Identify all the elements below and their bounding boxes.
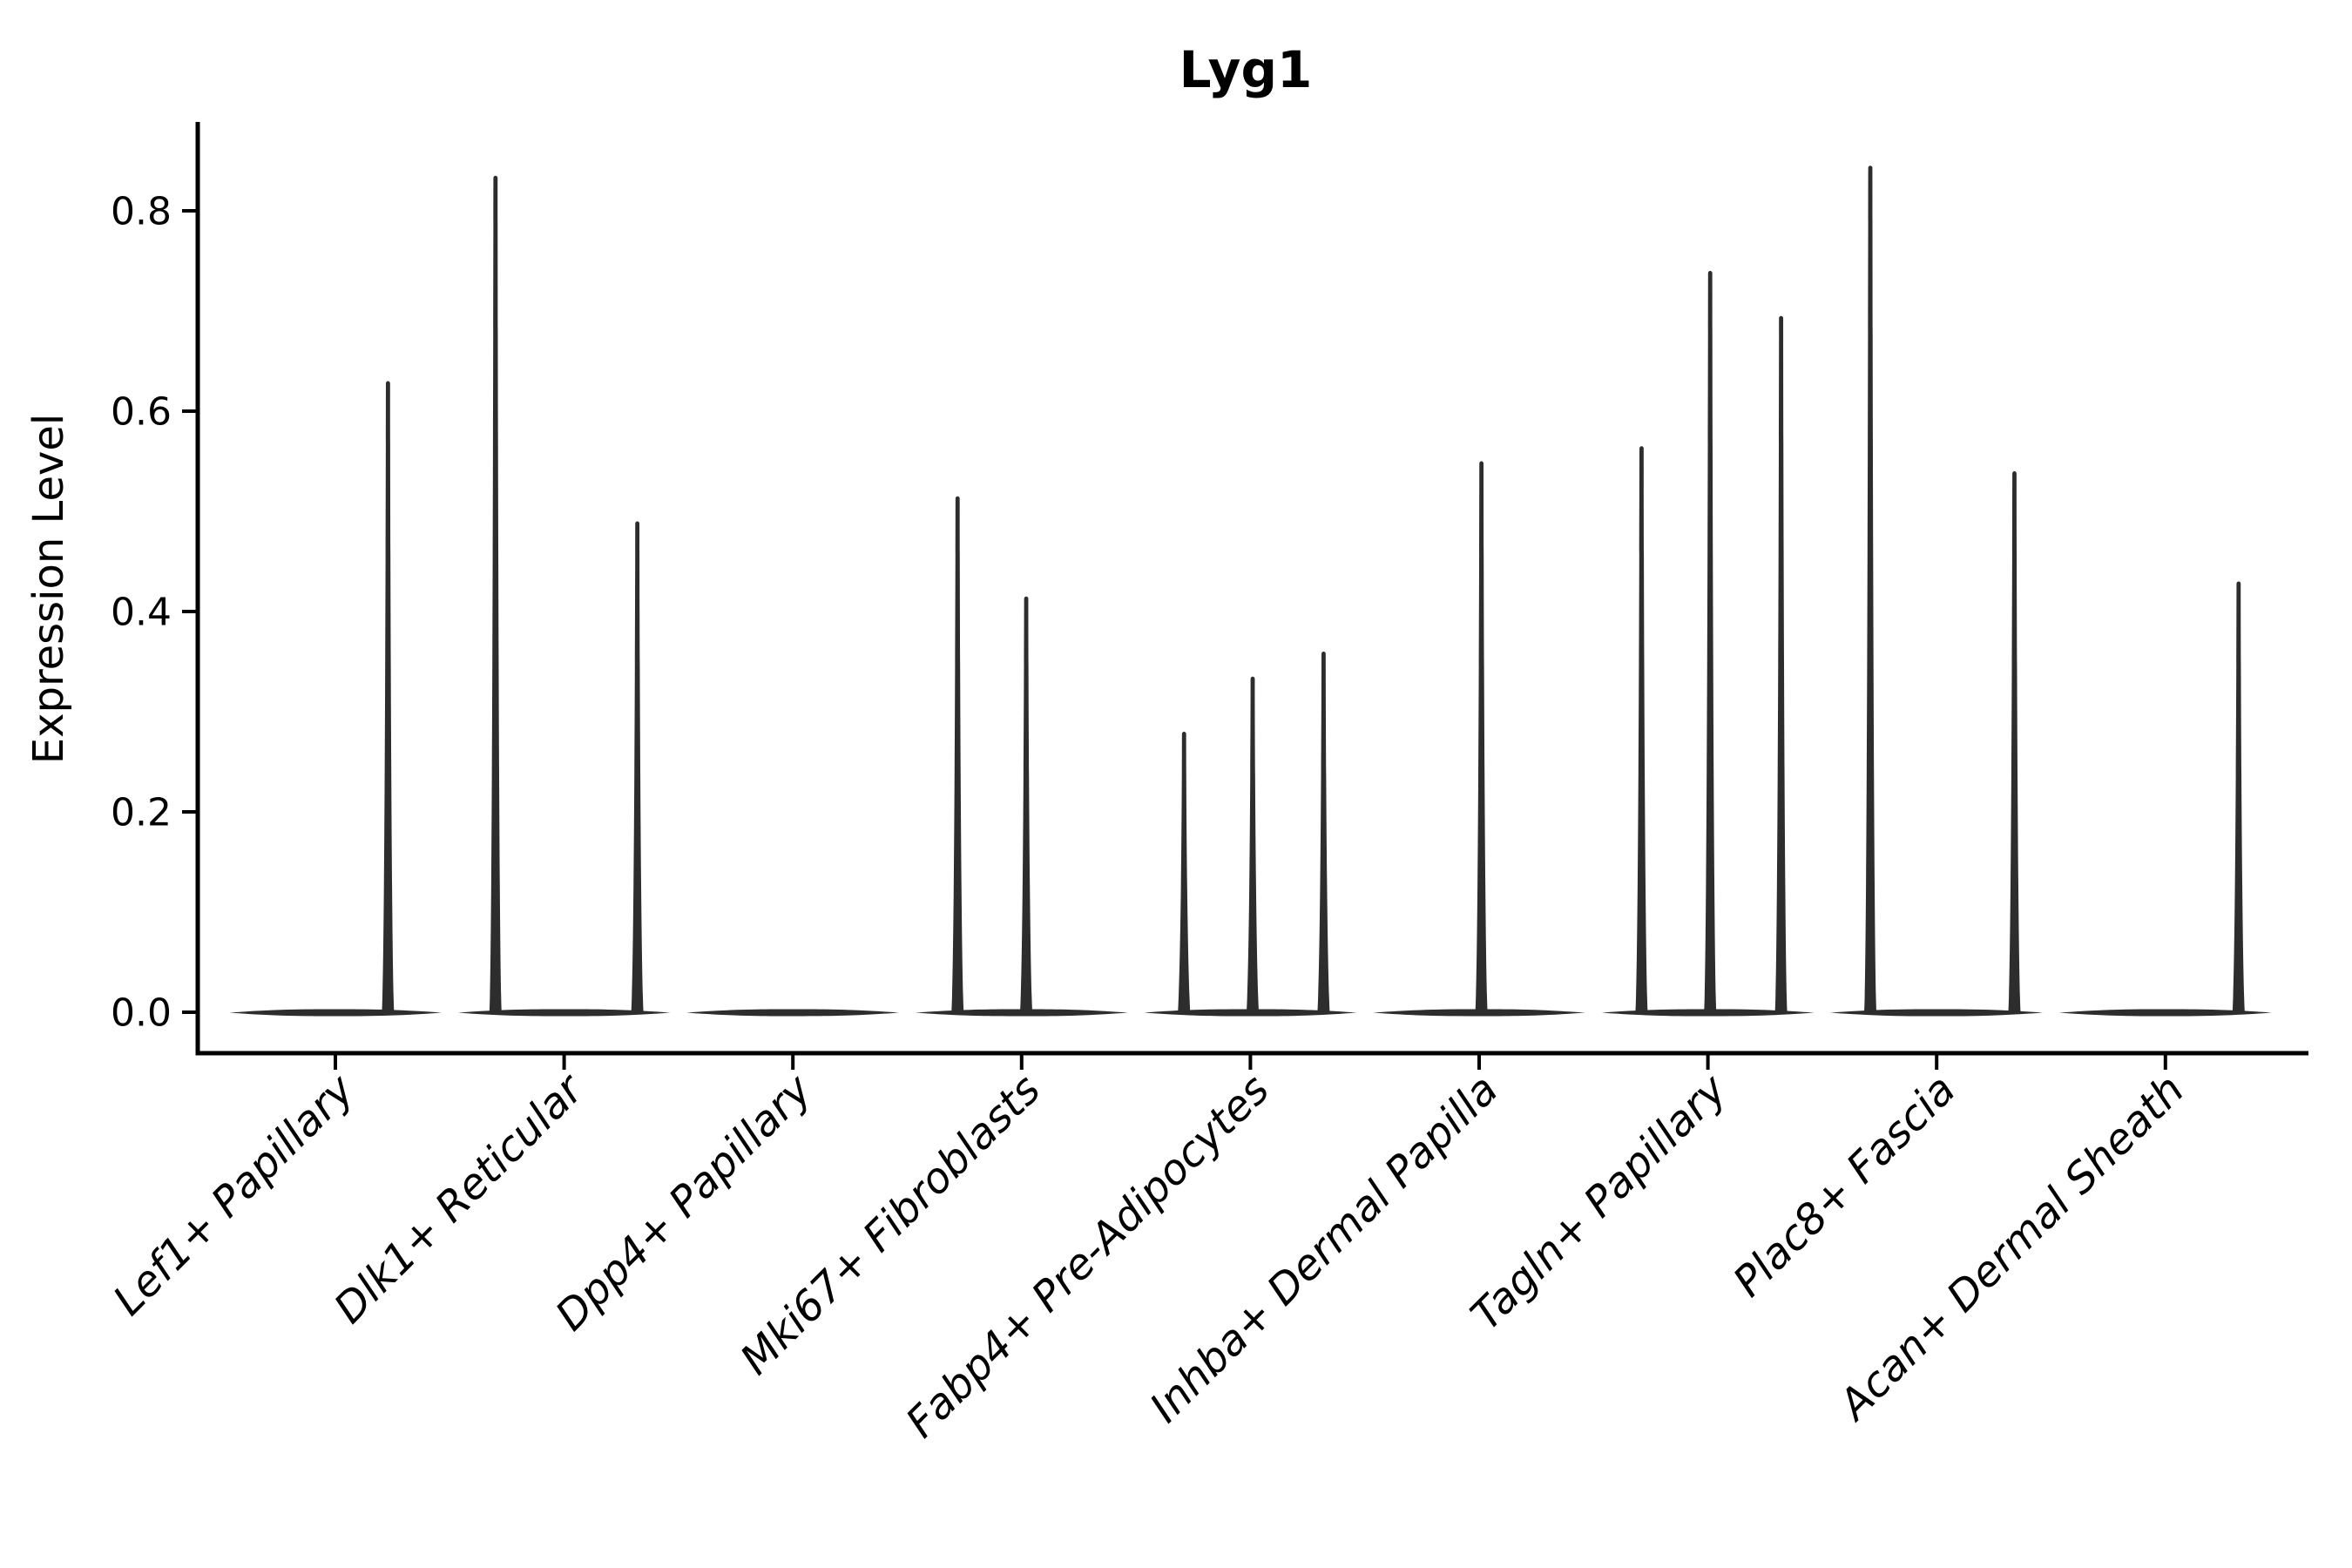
violin-zero-bulk xyxy=(1601,1009,1815,1017)
violin-spike xyxy=(1475,461,1488,1012)
y-tick-label: 0.6 xyxy=(111,389,172,434)
violin-spike xyxy=(1178,732,1191,1012)
violin-zero-bulk xyxy=(1830,1009,2044,1017)
y-axis-ticks: 0.0 0.2 0.4 0.6 0.8 xyxy=(111,189,196,1035)
violin-spike xyxy=(1774,315,1788,1012)
violin xyxy=(1601,271,1815,1017)
y-tick-label: 0.8 xyxy=(111,189,172,233)
x-tick-label: Fabp4+ Pre-Adipocytes xyxy=(896,1065,1279,1448)
violin-zero-bulk xyxy=(1373,1009,1585,1017)
violin-spike xyxy=(1247,676,1260,1012)
violin-spike xyxy=(382,381,395,1012)
violin-spike xyxy=(1020,596,1033,1012)
violin-zero-bulk xyxy=(1144,1009,1357,1017)
violin-zero-bulk xyxy=(457,1009,671,1017)
x-tick-label: Tagln+ Papillary xyxy=(1462,1064,1737,1340)
violin-spike xyxy=(631,521,644,1012)
violin xyxy=(457,175,671,1017)
violin-zero-bulk xyxy=(2058,1009,2272,1017)
violin-spike xyxy=(1704,271,1717,1012)
y-tick-label: 0.2 xyxy=(111,790,172,835)
violin-zero-bulk xyxy=(915,1009,1128,1017)
violin-spike xyxy=(951,496,964,1012)
x-tick-label: Dpp4+ Papillary xyxy=(546,1064,821,1340)
y-tick-label: 0.4 xyxy=(111,590,172,634)
x-tick-label: Lef1+ Papillary xyxy=(104,1064,364,1325)
violin xyxy=(915,496,1128,1017)
violin-spike xyxy=(2008,471,2021,1012)
violin xyxy=(1830,166,2044,1017)
violin-spike xyxy=(2232,581,2245,1012)
violins xyxy=(229,166,2272,1017)
chart-title: Lyg1 xyxy=(1179,40,1313,99)
y-tick-label: 0.0 xyxy=(111,990,172,1035)
x-tick-label: Dlk1+ Reticular xyxy=(325,1064,595,1334)
violin xyxy=(1144,651,1357,1017)
violin-zero-bulk xyxy=(686,1009,900,1017)
violin xyxy=(2058,581,2272,1017)
x-tick-label: Plac8+ Fascia xyxy=(1724,1065,1965,1307)
violin xyxy=(686,1009,900,1017)
violin-zero-bulk xyxy=(229,1009,442,1017)
violin xyxy=(1373,461,1585,1017)
y-axis-label: Expression Level xyxy=(24,414,73,765)
violin xyxy=(229,381,442,1017)
violin-spike xyxy=(1635,446,1648,1012)
violin-spike xyxy=(1864,166,1877,1012)
axes xyxy=(195,122,2308,1056)
violin-spike xyxy=(1317,651,1330,1012)
violin-spike xyxy=(489,175,502,1012)
